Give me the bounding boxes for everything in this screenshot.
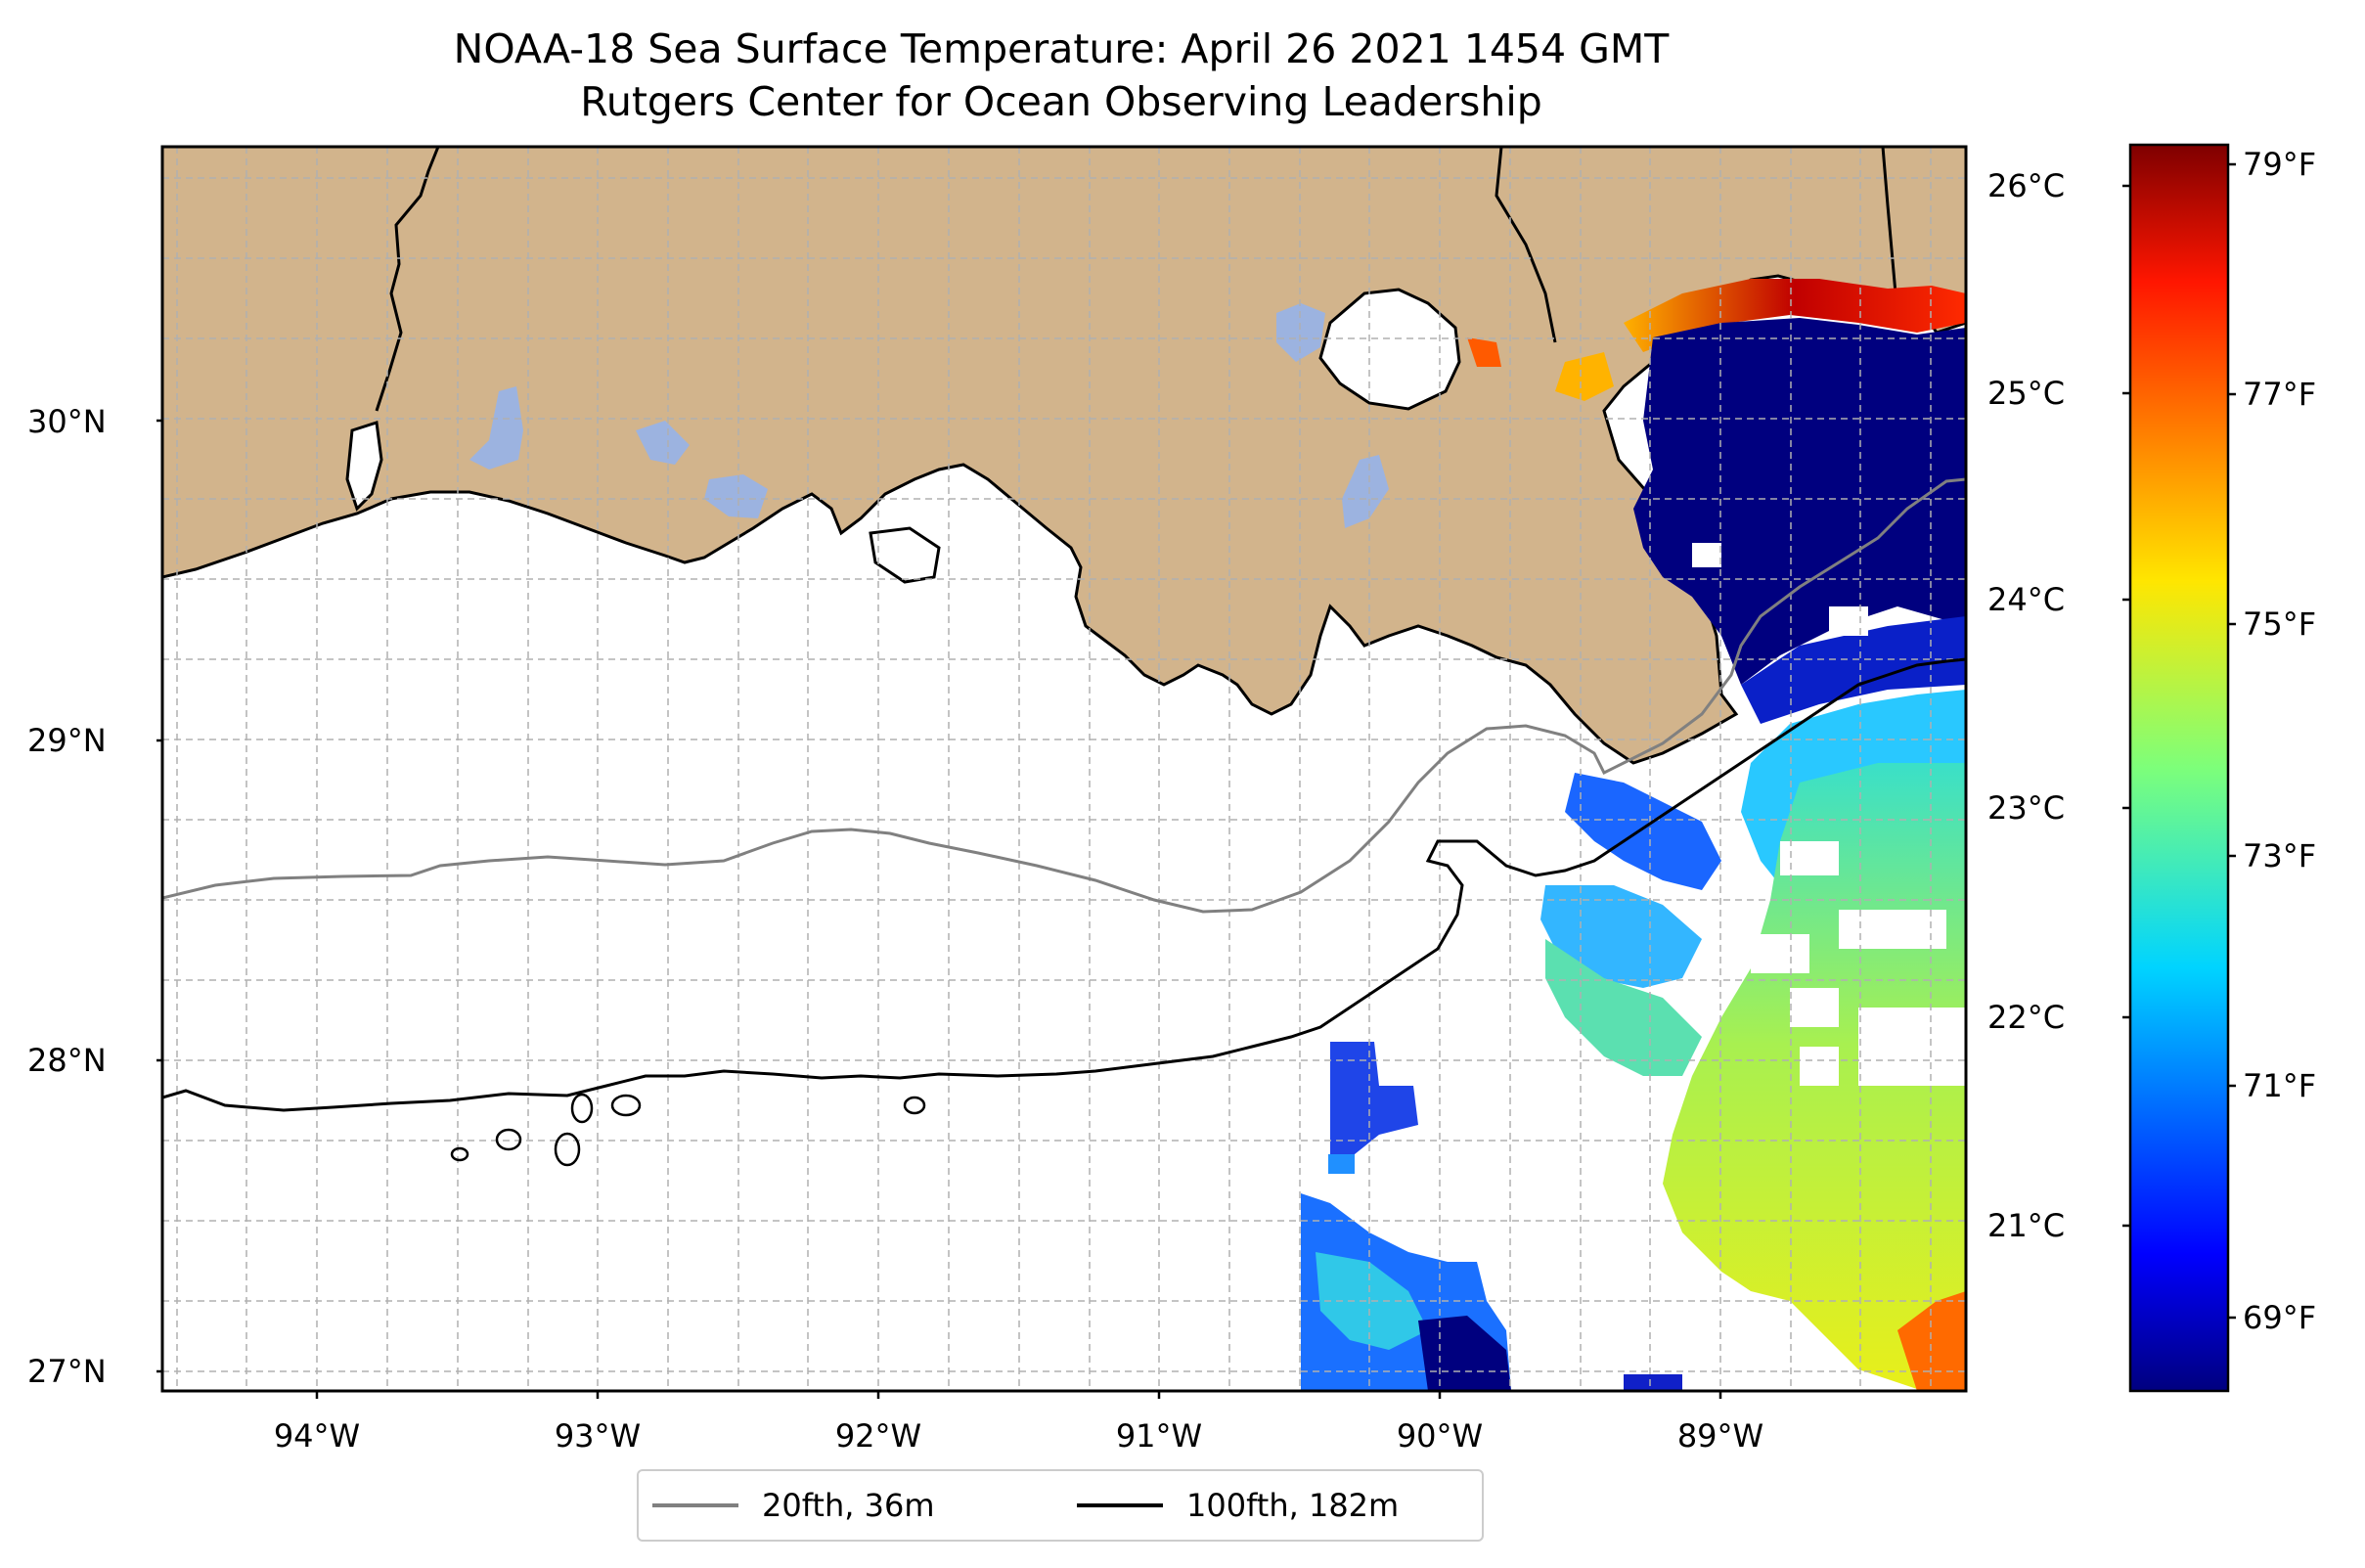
inland-lake: [1342, 455, 1389, 528]
lon-label-94w: 94°W: [273, 1417, 361, 1455]
colorbar-label-21c: 21°C: [1987, 1207, 2066, 1244]
state-border: [1881, 147, 1897, 294]
colorbar-label-79f: 79°F: [2243, 146, 2317, 183]
lat-label-28n: 28°N: [27, 1042, 107, 1079]
colorbar-label-73f: 73°F: [2243, 837, 2317, 874]
lat-label-30n: 30°N: [27, 403, 107, 440]
land-mass: [162, 147, 1966, 765]
state-border: [375, 147, 440, 412]
lon-label-90w: 90°W: [1396, 1417, 1484, 1455]
colorbar-label-75f: 75°F: [2243, 605, 2317, 643]
inland-lake: [469, 386, 523, 470]
state-border: [1495, 147, 1557, 343]
lat-label-27n: 27°N: [27, 1353, 107, 1390]
legend-swatch-black-line: [1077, 1503, 1163, 1507]
inland-lake: [704, 474, 768, 518]
inland-lake: [1276, 303, 1325, 362]
seafloor-features: [450, 1093, 926, 1167]
lon-label-91w: 91°W: [1115, 1417, 1203, 1455]
lake-pontchartrain: [1318, 288, 1461, 411]
lon-label-89w: 89°W: [1676, 1417, 1764, 1455]
bay-inlet: [869, 526, 941, 584]
isobath-100fth: [162, 657, 1966, 1112]
isobath-20fth: [162, 477, 1966, 914]
inland-lake: [636, 421, 690, 465]
gridlines: [162, 147, 1966, 1391]
lon-label-93w: 93°W: [554, 1417, 642, 1455]
axis-ticks: [156, 419, 1722, 1399]
legend-swatch-gray-line: [652, 1503, 738, 1507]
figure-title: NOAA-18 Sea Surface Temperature: April 2…: [453, 25, 1670, 72]
sst-data: [1301, 279, 1966, 1391]
legend: 20fth, 36m 100fth, 182m: [637, 1469, 1484, 1542]
lat-label-29n: 29°N: [27, 722, 107, 759]
colorbar-label-24c: 24°C: [1987, 581, 2066, 618]
colorbar-label-71f: 71°F: [2243, 1067, 2317, 1104]
map-frame: [160, 145, 1968, 1393]
legend-item-100fth: 100fth, 182m: [1077, 1471, 1399, 1540]
colorbar-label-23c: 23°C: [1987, 789, 2066, 827]
lon-label-92w: 92°W: [834, 1417, 922, 1455]
colorbar-label-77f: 77°F: [2243, 376, 2317, 413]
figure-subtitle: Rutgers Center for Ocean Observing Leade…: [580, 78, 1542, 125]
calcasieu-lake: [345, 421, 383, 512]
colorbar-label-69f: 69°F: [2243, 1299, 2317, 1336]
colorbar-label-22c: 22°C: [1987, 999, 2066, 1036]
legend-item-20fth: 20fth, 36m: [652, 1471, 934, 1540]
legend-label: 20fth, 36m: [762, 1487, 935, 1524]
map-plot-area: [162, 147, 1966, 1391]
colorbar-label-25c: 25°C: [1987, 375, 2066, 412]
colorbar-label-26c: 26°C: [1987, 167, 2066, 204]
legend-label: 100fth, 182m: [1186, 1487, 1400, 1524]
